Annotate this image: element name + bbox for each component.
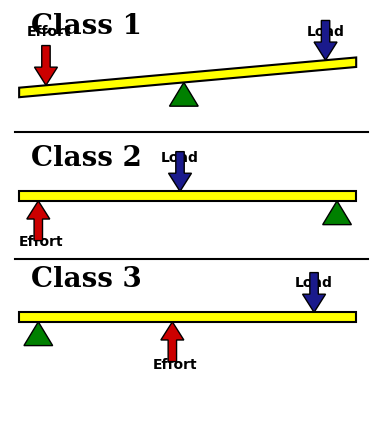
Text: Effort: Effort bbox=[153, 358, 198, 372]
Polygon shape bbox=[24, 322, 53, 346]
Polygon shape bbox=[34, 45, 57, 85]
Polygon shape bbox=[19, 312, 356, 322]
Text: Class 2: Class 2 bbox=[31, 145, 141, 172]
Polygon shape bbox=[322, 201, 352, 225]
Text: Class 1: Class 1 bbox=[31, 13, 141, 40]
Text: Class 3: Class 3 bbox=[31, 266, 141, 293]
Text: Effort: Effort bbox=[27, 25, 72, 39]
Polygon shape bbox=[314, 20, 337, 60]
Polygon shape bbox=[169, 152, 192, 191]
Text: Effort: Effort bbox=[19, 235, 64, 249]
Polygon shape bbox=[161, 322, 184, 362]
Text: Load: Load bbox=[295, 276, 333, 290]
Text: Load: Load bbox=[306, 25, 344, 39]
Polygon shape bbox=[19, 191, 356, 201]
Polygon shape bbox=[19, 57, 356, 97]
Polygon shape bbox=[169, 83, 198, 106]
Text: Load: Load bbox=[161, 151, 199, 165]
Polygon shape bbox=[27, 201, 50, 241]
Polygon shape bbox=[303, 273, 326, 312]
